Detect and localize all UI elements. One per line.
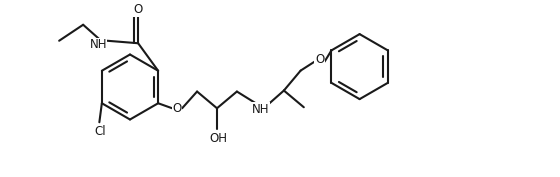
Text: O: O [133, 3, 143, 16]
Text: OH: OH [209, 132, 227, 145]
Text: O: O [172, 102, 182, 115]
Text: NH: NH [251, 103, 269, 116]
Text: O: O [315, 53, 324, 66]
Text: Cl: Cl [95, 125, 106, 138]
Text: NH: NH [90, 38, 107, 51]
